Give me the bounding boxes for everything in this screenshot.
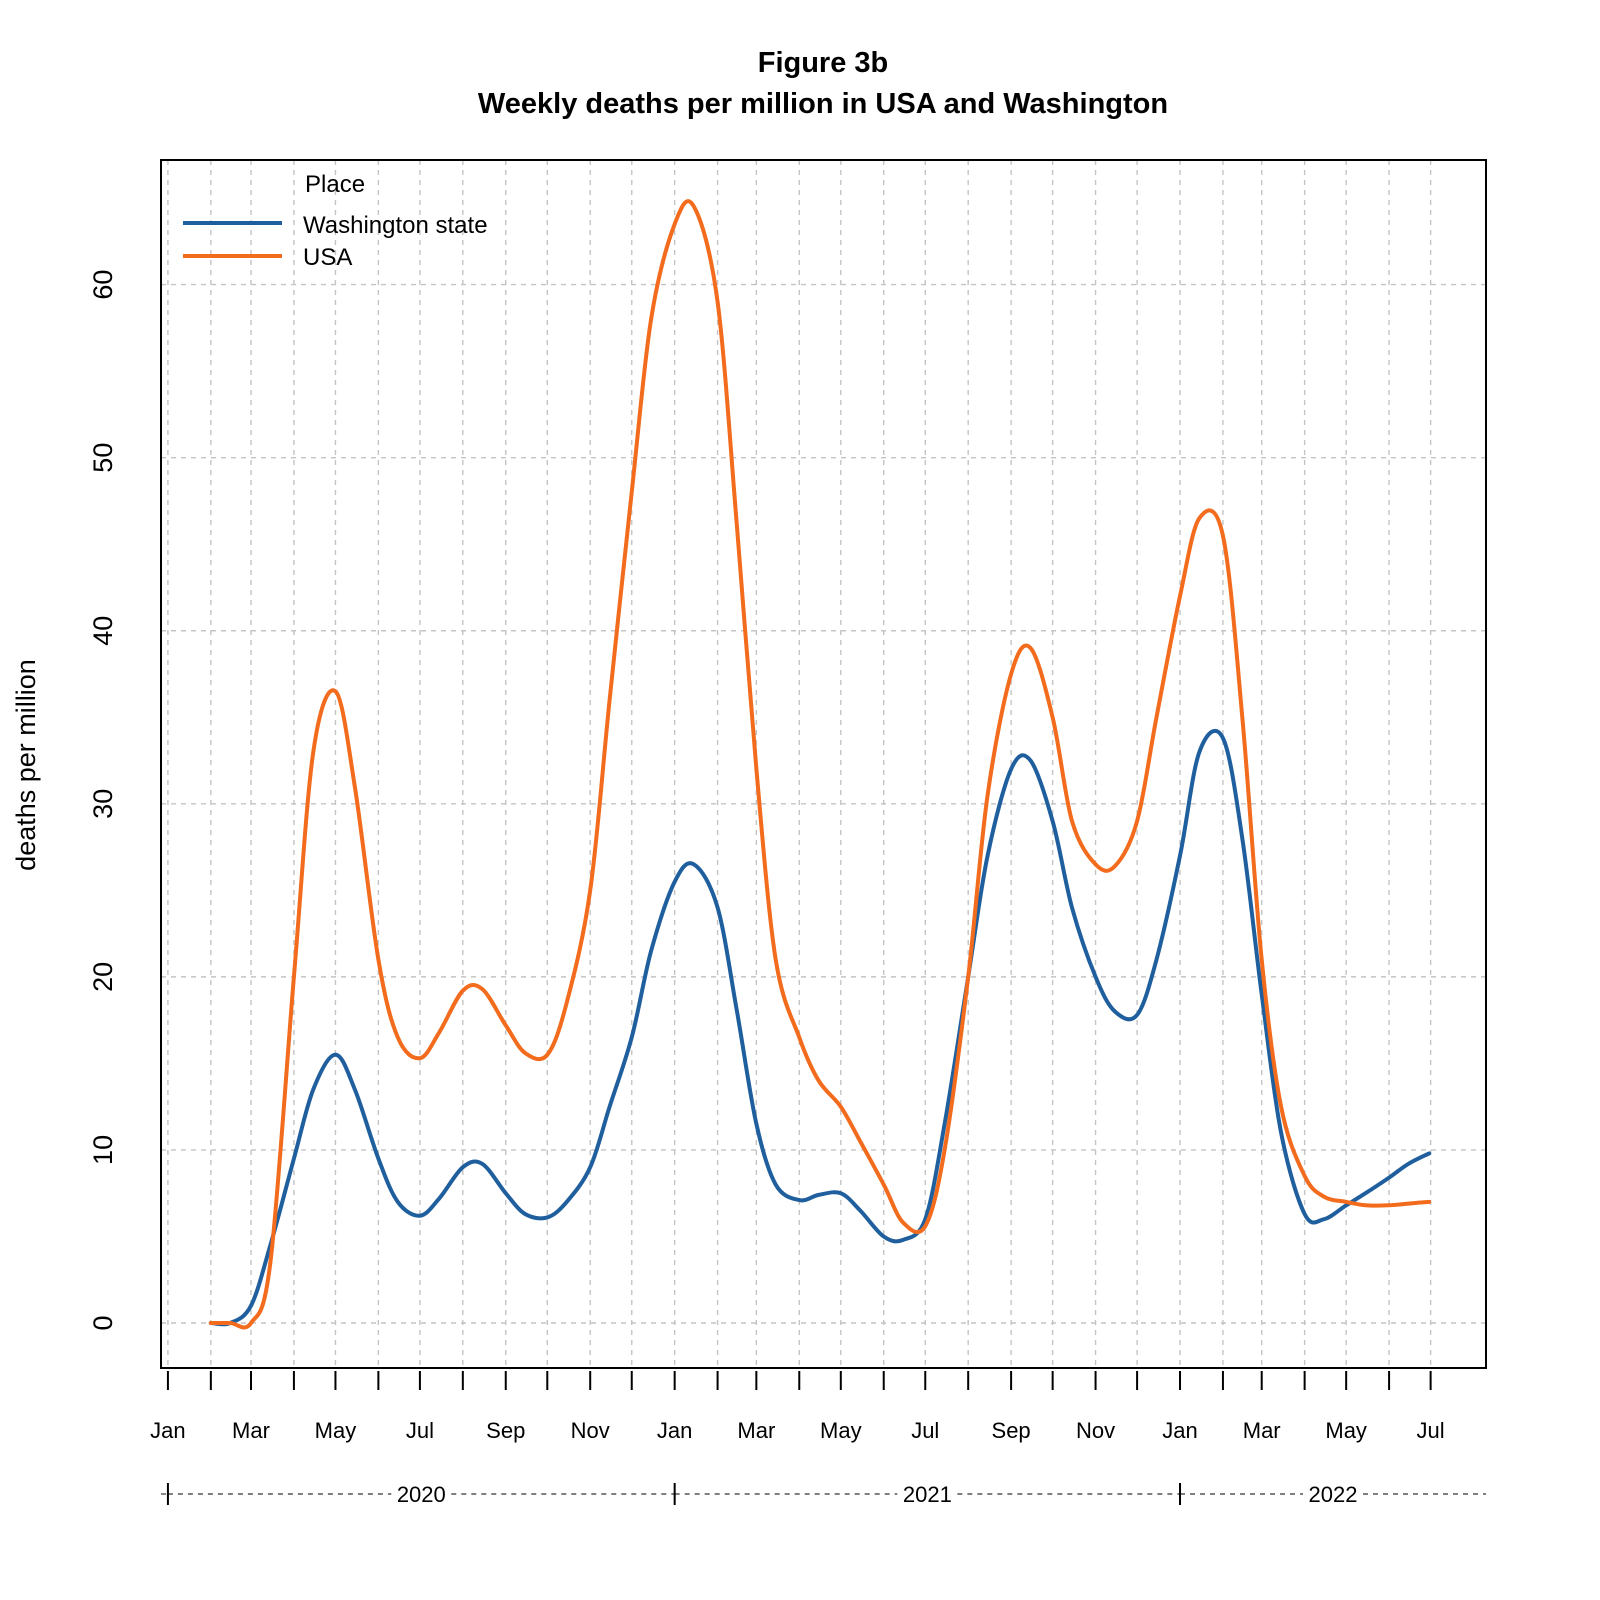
x-tick-label: Mar <box>1243 1418 1281 1443</box>
series-line-usa <box>208 199 1432 1330</box>
legend-label-usa: USA <box>303 244 352 271</box>
grid <box>161 160 1486 1368</box>
x-tick-label: Nov <box>571 1418 610 1443</box>
x-tick-label: Mar <box>232 1418 270 1443</box>
y-tick-label: 20 <box>88 962 118 992</box>
year-label: 2020 <box>397 1482 446 1507</box>
y-axis: 0 10 20 30 40 50 60 <box>88 270 118 1331</box>
x-tick-label: May <box>820 1418 862 1443</box>
x-tick-label: Jul <box>911 1418 939 1443</box>
x-tick-label: May <box>1325 1418 1367 1443</box>
x-tick-label: Jan <box>150 1418 185 1443</box>
x-tick-label: Sep <box>992 1418 1031 1443</box>
x-tick-label: Jul <box>406 1418 434 1443</box>
x-axis: Jan Mar May Jul Sep Nov Jan Mar May Jul Sep Nov Jan M… <box>150 1371 1445 1443</box>
legend-title: Place <box>305 171 365 198</box>
y-tick-label: 40 <box>88 616 118 646</box>
x-tick-label: May <box>315 1418 357 1443</box>
year-label: 2021 <box>903 1482 952 1507</box>
y-axis-label: deaths per million <box>11 659 41 871</box>
y-tick-label: 0 <box>88 1315 118 1330</box>
series-lines <box>208 199 1432 1330</box>
y-tick-label: 30 <box>88 789 118 819</box>
legend-label-washington: Washington state <box>303 212 488 239</box>
year-label: 2022 <box>1309 1482 1358 1507</box>
x-tick-label: Jul <box>1417 1418 1445 1443</box>
chart-title: Figure 3b <box>758 47 889 79</box>
y-tick-label: 10 <box>88 1135 118 1165</box>
series-line-washington <box>208 728 1432 1327</box>
x-tick-label: Jan <box>657 1418 692 1443</box>
x-tick-label: Mar <box>737 1418 775 1443</box>
y-tick-label: 60 <box>88 270 118 300</box>
y-tick-label: 50 <box>88 443 118 473</box>
plot-frame <box>160 159 1487 1369</box>
legend: Place Washington state USA <box>183 171 488 271</box>
x-tick-label: Sep <box>486 1418 525 1443</box>
chart-subtitle: Weekly deaths per million in USA and Was… <box>478 88 1168 120</box>
year-axis: 2020 2021 2022 <box>161 1482 1486 1507</box>
x-tick-label: Nov <box>1076 1418 1115 1443</box>
x-tick-label: Jan <box>1162 1418 1197 1443</box>
